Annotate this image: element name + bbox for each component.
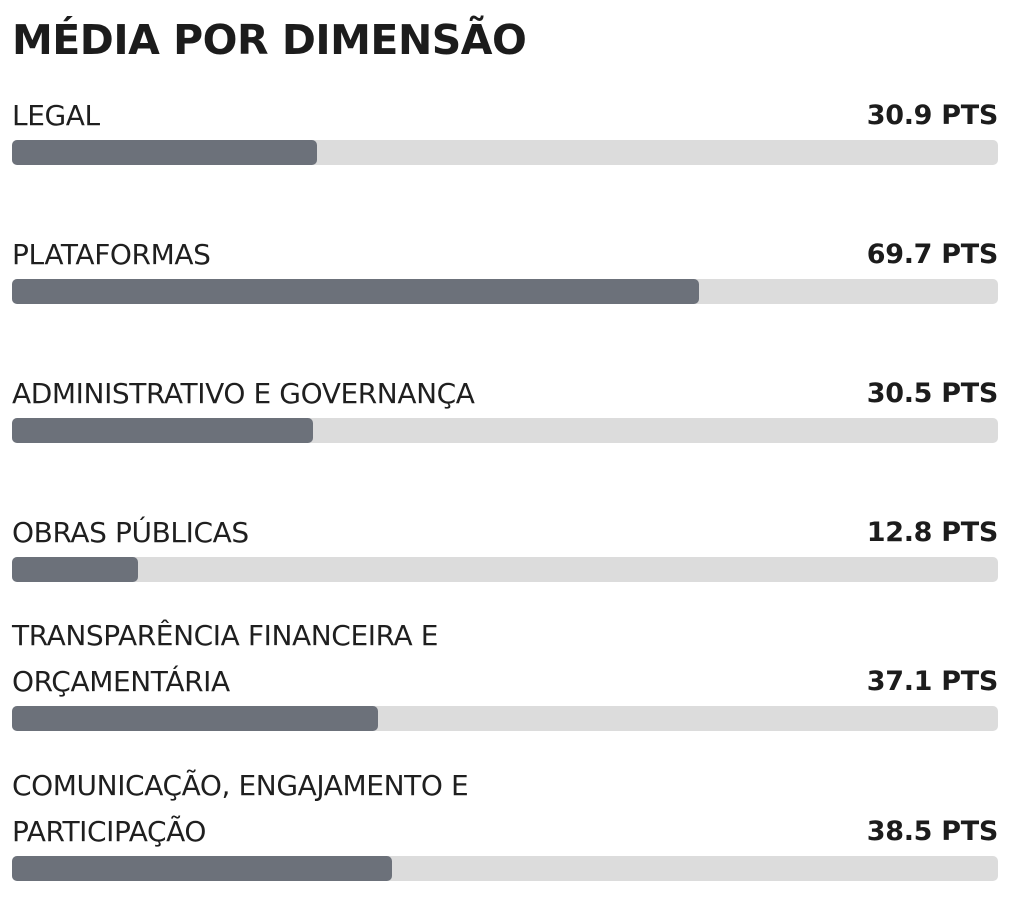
bar-track xyxy=(12,140,998,165)
dimension-label: TRANSPARÊNCIA FINANCEIRA E ORÇAMENTÁRIA xyxy=(12,619,439,698)
dimension-label: PLATAFORMAS xyxy=(12,238,211,271)
page-title: MÉDIA POR DIMENSÃO xyxy=(12,16,527,64)
bar-fill xyxy=(12,279,700,304)
bar-track xyxy=(12,418,998,443)
dimension-label: OBRAS PÚBLICAS xyxy=(12,516,249,549)
dimension-row-administrativo: ADMINISTRATIVO E GOVERNANÇA 30.5 PTS xyxy=(12,371,998,443)
bar-track xyxy=(12,856,998,881)
dimension-row-plataformas: PLATAFORMAS 69.7 PTS xyxy=(12,232,998,304)
dimension-value: 30.5 PTS xyxy=(866,378,999,409)
dimension-value: 12.8 PTS xyxy=(866,517,999,548)
dimension-row-legal: LEGAL 30.9 PTS xyxy=(12,93,998,165)
dimension-value: 37.1 PTS xyxy=(866,666,999,697)
bar-track xyxy=(12,279,998,304)
bar-fill xyxy=(12,418,313,443)
bar-track xyxy=(12,557,998,582)
dimension-value: 30.9 PTS xyxy=(866,100,999,131)
dimension-label: LEGAL xyxy=(12,99,100,132)
dimension-row-obras-publicas: OBRAS PÚBLICAS 12.8 PTS xyxy=(12,510,998,582)
bar-track xyxy=(12,706,998,731)
dimension-row-comunicacao: COMUNICAÇÃO, ENGAJAMENTO E PARTICIPAÇÃO … xyxy=(12,763,998,881)
bar-fill xyxy=(12,706,378,731)
bar-fill xyxy=(12,856,392,881)
dimension-value: 69.7 PTS xyxy=(866,239,999,270)
dimension-label: ADMINISTRATIVO E GOVERNANÇA xyxy=(12,377,475,410)
bar-fill xyxy=(12,140,317,165)
dimension-row-transparencia: TRANSPARÊNCIA FINANCEIRA E ORÇAMENTÁRIA … xyxy=(12,613,998,731)
bar-fill xyxy=(12,557,139,582)
dimension-value: 38.5 PTS xyxy=(866,816,999,847)
dimension-label: COMUNICAÇÃO, ENGAJAMENTO E PARTICIPAÇÃO xyxy=(12,769,469,848)
